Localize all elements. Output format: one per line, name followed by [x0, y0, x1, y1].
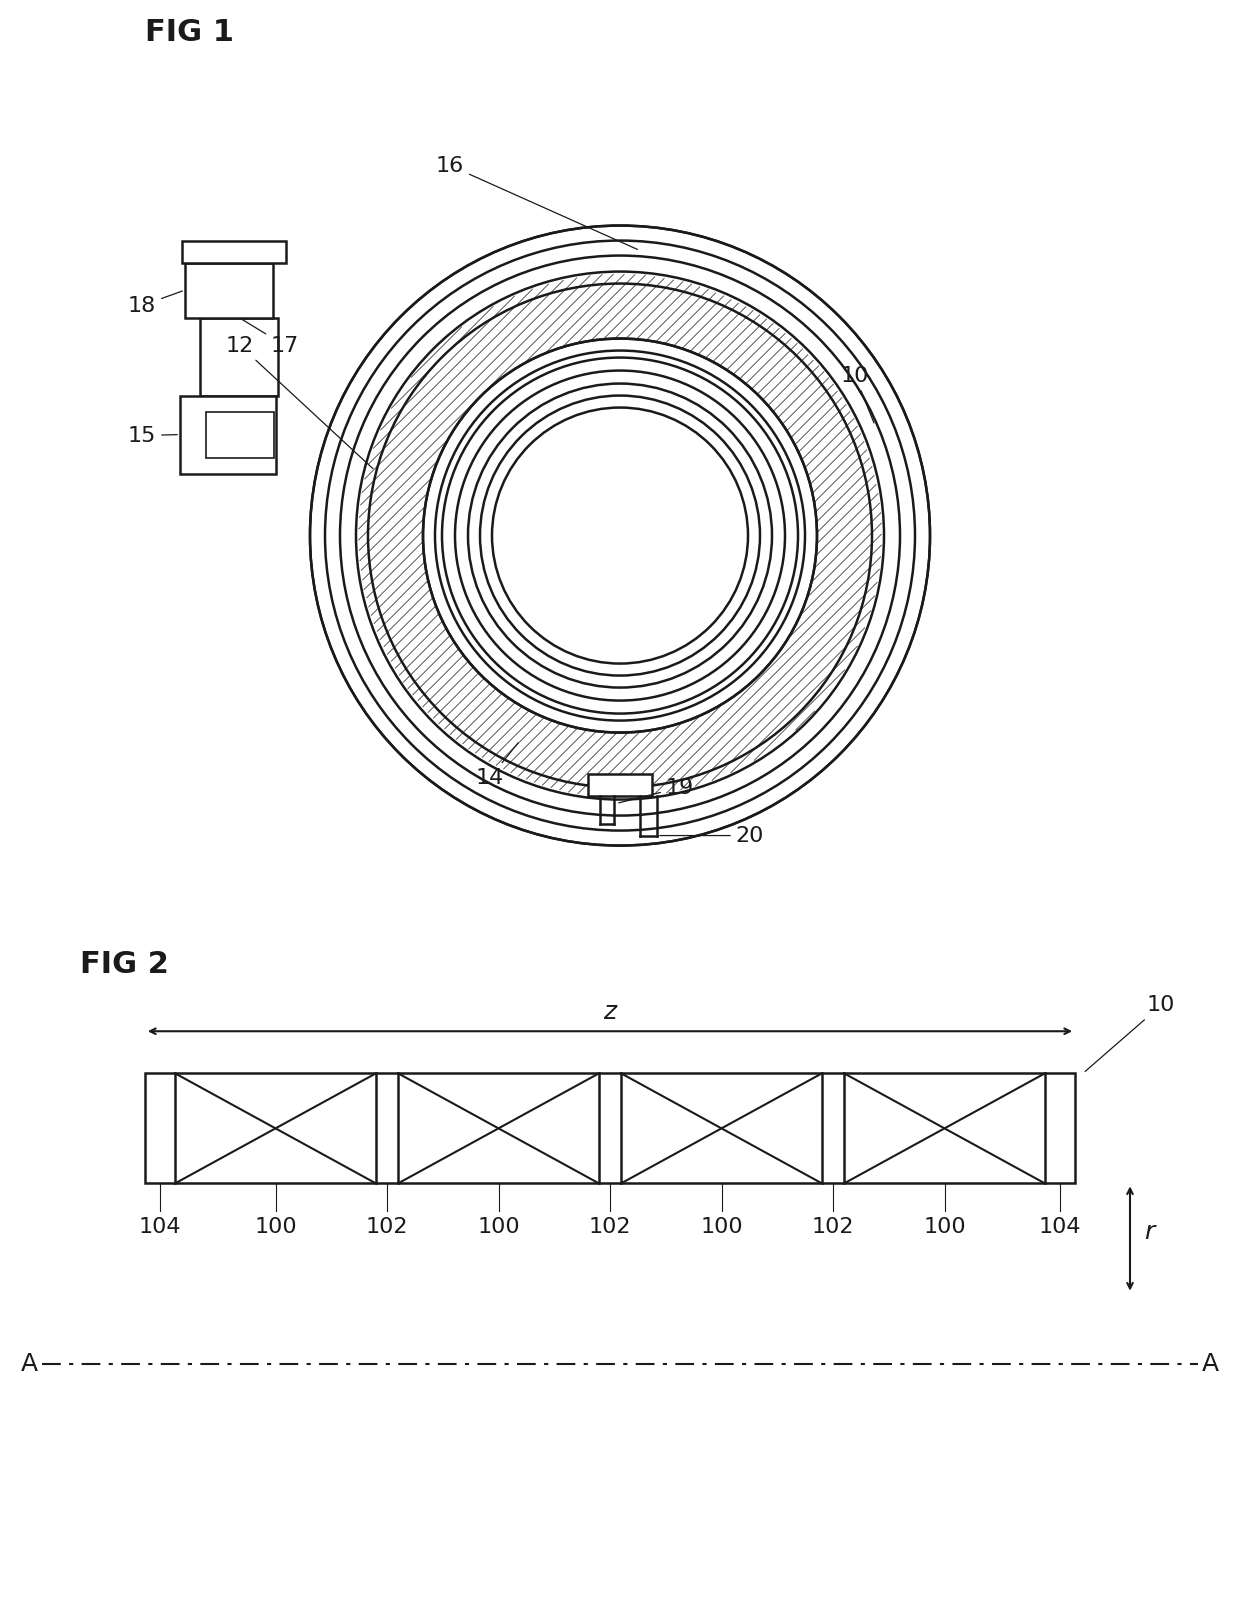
Text: 18: 18 [128, 291, 182, 316]
Bar [185, 263, 273, 318]
Text: 16: 16 [436, 155, 637, 250]
Text: z: z [604, 1001, 616, 1025]
Bar [206, 412, 274, 457]
Text: 10: 10 [1085, 996, 1176, 1072]
Text: 100: 100 [924, 1217, 966, 1238]
Ellipse shape [423, 339, 817, 733]
Text: 100: 100 [254, 1217, 296, 1238]
Text: 14: 14 [476, 742, 518, 788]
Text: 19: 19 [619, 778, 694, 802]
Text: 104: 104 [1039, 1217, 1081, 1238]
Text: FIG 1: FIG 1 [145, 18, 234, 47]
Text: A: A [21, 1351, 38, 1375]
Text: 100: 100 [701, 1217, 743, 1238]
Text: 102: 102 [589, 1217, 631, 1238]
Ellipse shape [310, 226, 930, 846]
Bar [180, 395, 277, 473]
Ellipse shape [492, 408, 748, 663]
Bar [182, 240, 286, 263]
Bar [145, 1073, 1075, 1183]
Text: 15: 15 [128, 426, 177, 445]
Text: 104: 104 [139, 1217, 181, 1238]
Text: 20: 20 [660, 825, 764, 846]
Bar [200, 318, 278, 395]
Text: r: r [1145, 1220, 1154, 1243]
Text: FIG 2: FIG 2 [81, 951, 169, 980]
Text: A: A [1202, 1351, 1219, 1375]
Text: 100: 100 [477, 1217, 520, 1238]
Text: 12: 12 [226, 336, 373, 468]
Bar [588, 773, 652, 796]
Text: 10: 10 [841, 365, 874, 423]
Text: 102: 102 [812, 1217, 854, 1238]
Text: 17: 17 [242, 320, 299, 355]
Text: 102: 102 [366, 1217, 408, 1238]
